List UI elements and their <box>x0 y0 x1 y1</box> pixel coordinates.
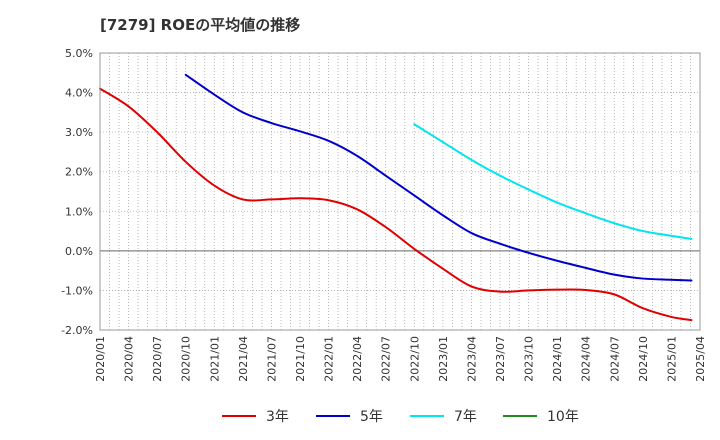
x-tick-label: 2024/07 <box>608 336 621 382</box>
x-tick-label: 2023/07 <box>494 336 507 382</box>
x-tick-label: 2021/07 <box>265 336 278 382</box>
y-tick-label: 3.0% <box>65 126 93 139</box>
legend-swatch-10y <box>503 415 537 417</box>
x-tick-label: 2021/04 <box>237 336 250 382</box>
y-tick-label: -1.0% <box>61 284 93 297</box>
legend-label-3y: 3年 <box>266 409 289 425</box>
series-line-1 <box>184 73 693 282</box>
y-tick-label: -2.0% <box>61 324 93 337</box>
x-tick-label: 2025/01 <box>665 336 678 382</box>
x-tick-label: 2022/04 <box>351 336 364 382</box>
y-tick-label: 1.0% <box>65 205 93 218</box>
gridlines <box>100 52 700 331</box>
x-tick-label: 2023/10 <box>523 336 536 382</box>
legend-swatch-5y <box>316 415 350 417</box>
legend-label-10y: 10年 <box>547 409 579 425</box>
x-tick-label: 2020/04 <box>123 336 136 382</box>
x-tick-label: 2023/04 <box>465 336 478 382</box>
series-line-2 <box>413 123 693 240</box>
x-tick-label: 2024/10 <box>637 336 650 382</box>
y-tick-label: 2.0% <box>65 166 93 179</box>
legend-item-7y: 7年 <box>410 404 477 428</box>
series-lines <box>99 73 693 322</box>
legend: 3年 5年 7年 10年 <box>0 404 720 428</box>
x-tick-label: 2020/07 <box>151 336 164 382</box>
x-tick-label: 2020/10 <box>180 336 193 382</box>
y-axis-ticks: 5.0% 4.0% 3.0% 2.0% 1.0% 0.0% -1.0% -2.0% <box>61 47 93 337</box>
plot-frame <box>99 52 701 331</box>
x-tick-label: 2022/01 <box>323 336 336 382</box>
x-tick-label: 2021/10 <box>294 336 307 382</box>
x-tick-label: 2021/01 <box>208 336 221 382</box>
x-tick-label: 2020/01 <box>94 336 107 382</box>
series-line-0 <box>99 87 693 322</box>
chart-title: [7279] ROEの平均値の推移 <box>100 16 301 34</box>
legend-swatch-3y <box>222 415 256 417</box>
y-tick-label: 5.0% <box>65 47 93 60</box>
legend-item-5y: 5年 <box>316 404 383 428</box>
y-tick-label: 0.0% <box>65 245 93 258</box>
x-tick-label: 2025/04 <box>694 336 707 382</box>
y-tick-label: 4.0% <box>65 87 93 100</box>
x-tick-label: 2022/10 <box>408 336 421 382</box>
x-tick-label: 2024/04 <box>580 336 593 382</box>
x-tick-label: 2024/01 <box>551 336 564 382</box>
legend-label-7y: 7年 <box>454 409 477 425</box>
x-tick-label: 2022/07 <box>380 336 393 382</box>
legend-swatch-7y <box>410 415 444 417</box>
legend-item-3y: 3年 <box>222 404 289 428</box>
legend-label-5y: 5年 <box>360 409 383 425</box>
x-axis-ticks: 2020/01 2020/04 2020/07 2020/10 2021/01 2021/… <box>94 336 707 382</box>
x-tick-label: 2023/01 <box>437 336 450 382</box>
legend-item-10y: 10年 <box>503 404 579 428</box>
